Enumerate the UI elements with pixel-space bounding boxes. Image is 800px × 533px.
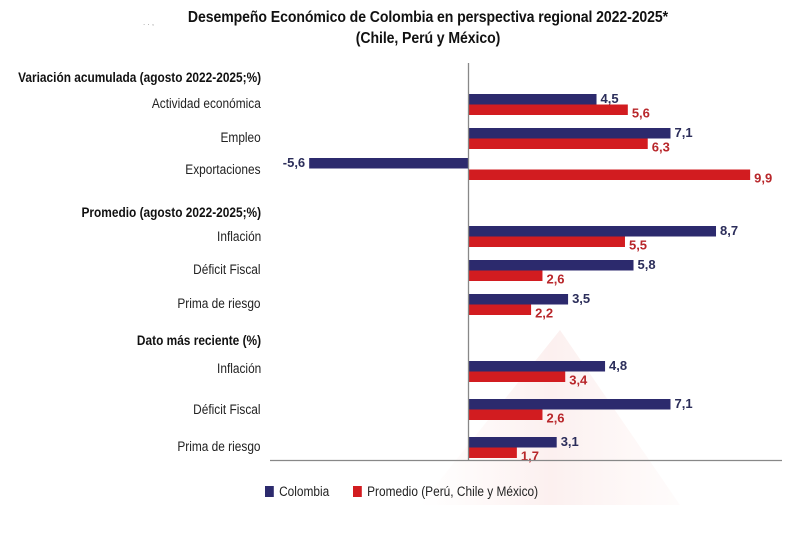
bar-promedio [468,304,532,315]
data-label-promedio: 2,6 [546,411,564,426]
legend-item-promedio: Promedio (Perú, Chile y México) [353,484,538,499]
section-header: Variación acumulada (agosto 2022-2025;%) [18,70,261,85]
legend-item-colombia: Colombia [265,484,329,499]
section-header: Dato más reciente (%) [136,333,261,348]
section-header: Promedio (agosto 2022-2025;%) [81,205,261,220]
category-label: Actividad económica [152,96,261,111]
bar-promedio [468,104,628,115]
data-label-colombia: 7,1 [674,125,692,140]
bar-promedio [468,409,543,420]
bar-colombia [309,158,469,169]
category-label: Inflación [216,361,261,376]
bar-colombia [468,399,671,410]
category-label: Déficit Fiscal [193,402,261,417]
category-label: Déficit Fiscal [193,262,261,277]
chart-title: Desempeño Económico de Colombia en persp… [187,9,669,26]
bar-colombia [468,226,717,237]
bar-promedio [468,236,625,247]
data-label-promedio: 1,7 [521,449,539,464]
data-label-promedio: 2,6 [546,272,564,287]
data-label-colombia: 5,8 [638,257,656,272]
bar-promedio [468,270,543,281]
legend-swatch-promedio [353,486,362,497]
category-label: Exportaciones [185,162,261,177]
category-label: Inflación [216,229,261,244]
bar-colombia [468,128,671,139]
bar-colombia [468,260,634,271]
bar-colombia [468,437,557,448]
bar-promedio [468,169,751,180]
data-label-promedio: 3,4 [569,373,588,388]
chart-subtitle: (Chile, Perú y México) [355,30,501,47]
data-label-promedio: 5,5 [629,238,647,253]
bar-promedio [468,447,517,458]
data-label-promedio: 5,6 [632,106,650,121]
data-label-colombia: 4,5 [601,91,619,106]
data-label-colombia: 8,7 [720,223,738,238]
category-label: Prima de riesgo [177,296,261,311]
data-label-colombia: 3,1 [561,434,579,449]
legend-swatch-colombia [265,486,274,497]
bar-colombia [468,294,569,305]
data-label-promedio: 6,3 [652,140,670,155]
category-label: Empleo [220,130,261,145]
legend-label-colombia: Colombia [279,484,330,499]
category-label: Prima de riesgo [177,439,261,454]
data-label-colombia: 3,5 [572,291,590,306]
legend-label-promedio: Promedio (Perú, Chile y México) [367,484,539,499]
bar-promedio [468,371,566,382]
bar-colombia [468,361,606,372]
data-label-colombia: 7,1 [674,396,692,411]
data-label-colombia: -5,6 [283,155,305,170]
bar-colombia [468,94,597,105]
data-label-colombia: 4,8 [609,358,627,373]
bar-promedio [468,138,648,149]
data-label-promedio: 2,2 [535,306,553,321]
stray-mark: . . , [143,18,155,27]
data-label-promedio: 9,9 [754,171,772,186]
